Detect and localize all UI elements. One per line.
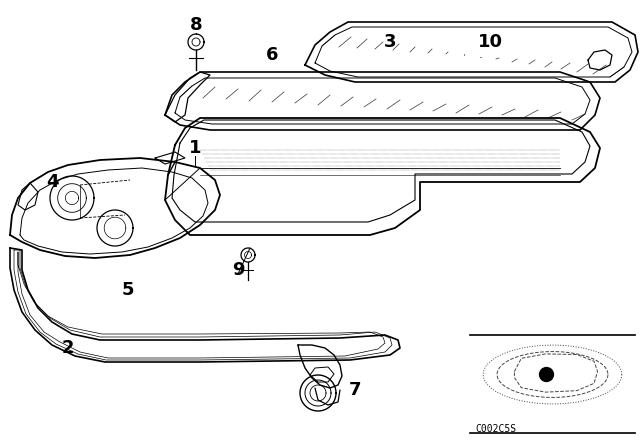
Text: 10: 10 [477, 33, 502, 51]
Text: 4: 4 [45, 173, 58, 191]
Text: 3: 3 [384, 33, 396, 51]
Text: 9: 9 [232, 261, 244, 279]
Text: 2: 2 [61, 339, 74, 357]
Text: 1: 1 [189, 139, 201, 157]
Text: C002C5S: C002C5S [475, 424, 516, 434]
Text: 7: 7 [349, 381, 361, 399]
Text: 5: 5 [122, 281, 134, 299]
Text: 8: 8 [189, 16, 202, 34]
Text: 6: 6 [266, 46, 278, 64]
